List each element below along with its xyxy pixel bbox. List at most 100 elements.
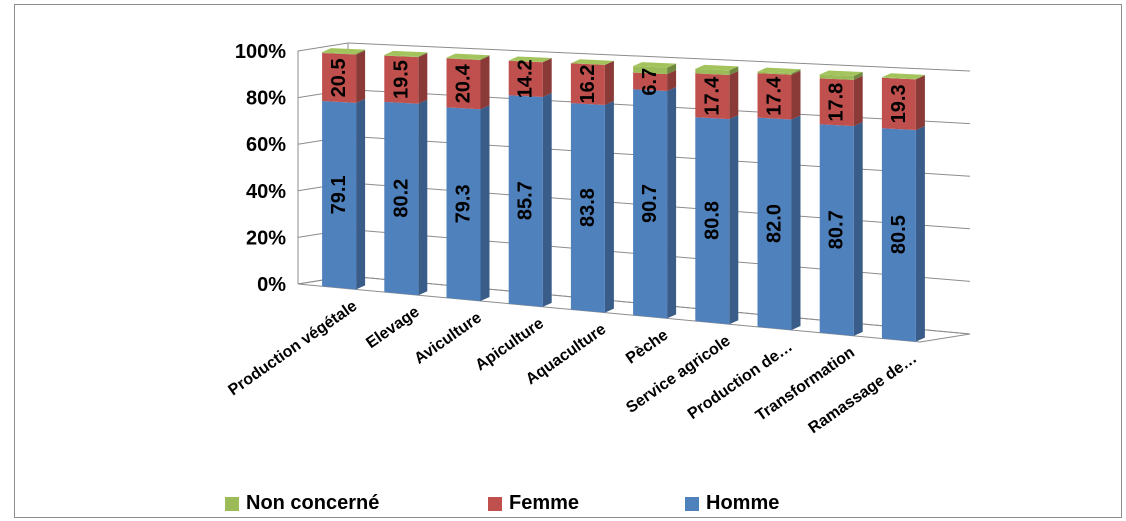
- legend: Non concerné Femme Homme: [0, 492, 1126, 520]
- data-label: 82.0: [764, 204, 786, 243]
- bar-side: [356, 50, 366, 103]
- legend-swatch-homme: [685, 496, 699, 511]
- legend-label-non-concerne: Non concerné: [246, 492, 380, 514]
- bar-top: [881, 73, 925, 79]
- bar-segment: [384, 54, 419, 58]
- bar-top: [570, 59, 614, 65]
- bar-segment: [881, 77, 916, 80]
- bar-side: [480, 55, 490, 110]
- bar-segment: [819, 78, 854, 127]
- bar-side: [480, 55, 490, 60]
- bar-segment: [322, 53, 357, 103]
- bar-segment: [570, 103, 605, 313]
- bar-side: [915, 126, 925, 342]
- bar-side: [418, 99, 428, 296]
- data-label: 90.7: [639, 184, 661, 223]
- legend-label-homme: Homme: [706, 492, 780, 514]
- bar-side: [791, 69, 801, 75]
- bar-segment: [446, 58, 481, 110]
- bar-side: [542, 58, 552, 63]
- bar-side: [667, 70, 677, 91]
- bar-side: [915, 75, 925, 131]
- y-tick-label: 40%: [246, 181, 286, 203]
- bar-side: [853, 122, 863, 336]
- data-label: 80.7: [826, 210, 848, 249]
- y-tick-label: 20%: [246, 227, 286, 249]
- bar-segment: [508, 95, 543, 307]
- bar-side: [604, 100, 614, 313]
- data-label: 80.2: [390, 179, 412, 218]
- bar-side: [542, 58, 552, 98]
- bar-top: [322, 48, 366, 54]
- bar-side: [542, 93, 552, 307]
- bar-segment: [633, 72, 668, 91]
- data-label: 20.5: [328, 58, 350, 97]
- data-label: 19.3: [888, 84, 910, 123]
- bar-segment: [757, 117, 792, 331]
- y-tick-label: 0%: [257, 274, 286, 296]
- bar-segment: [633, 66, 668, 75]
- bar-segment: [384, 55, 419, 104]
- data-label: 6.7: [639, 68, 661, 96]
- legend-item-non-concerne: Non concerné: [225, 492, 379, 515]
- bar-side: [667, 63, 677, 75]
- bar-side: [729, 66, 739, 75]
- data-label: 19.5: [390, 60, 412, 99]
- gridline-side: [297, 42, 349, 52]
- bar-segment: [695, 73, 730, 120]
- y-tick-label: 100%: [235, 41, 286, 63]
- bar-top: [695, 64, 739, 71]
- bar-side: [418, 53, 428, 104]
- bar-segment: [757, 71, 792, 75]
- bars: 79.1 20.5 Production végétale 80.2 19.5 Eleva…: [225, 48, 925, 437]
- bar-top: [633, 62, 677, 68]
- bar-top: [819, 70, 863, 77]
- bar-side: [853, 72, 863, 80]
- bar-segment: [570, 63, 605, 105]
- y-tick-label: 60%: [246, 134, 286, 156]
- bar-side: [853, 75, 863, 127]
- data-label: 80.8: [701, 201, 723, 240]
- bar-segment: [695, 68, 730, 75]
- bar-segment: [757, 73, 792, 120]
- bar-side: [729, 70, 739, 120]
- bar-segment: [384, 101, 419, 296]
- bar-segment: [695, 117, 730, 325]
- data-label: 79.1: [328, 175, 350, 214]
- data-label: 79.3: [453, 184, 475, 223]
- bar-segment: [322, 52, 357, 55]
- data-label: 17.4: [701, 76, 723, 116]
- bar-side: [791, 115, 801, 331]
- data-label: 85.7: [515, 181, 537, 220]
- chart-frame: [14, 4, 1122, 518]
- data-label: 80.5: [888, 215, 910, 254]
- bar-segment: [819, 74, 854, 80]
- bar-top: [446, 53, 490, 60]
- bar-side: [418, 52, 428, 58]
- y-tick-label: 80%: [246, 88, 286, 110]
- bar-segment: [819, 124, 854, 336]
- bar-side: [791, 70, 801, 120]
- bar-segment: [633, 89, 668, 319]
- bar-top: [384, 50, 428, 57]
- bar-top: [757, 67, 801, 74]
- bar-side: [667, 86, 677, 319]
- legend-label-femme: Femme: [509, 492, 580, 514]
- legend-swatch-non-concerne: [225, 496, 239, 511]
- data-label: 83.8: [577, 188, 599, 227]
- bar-segment: [508, 60, 543, 63]
- data-label: 16.2: [577, 65, 599, 104]
- gridline: [347, 42, 971, 72]
- bar-side: [356, 49, 366, 55]
- data-label: 17.4: [764, 76, 786, 116]
- bar-side: [356, 98, 366, 290]
- bar-side: [915, 74, 925, 80]
- bar-segment: [508, 60, 543, 98]
- bar-side: [604, 60, 614, 105]
- bar-top: [508, 56, 552, 63]
- legend-item-homme: Homme: [685, 492, 779, 515]
- bar-segment: [446, 57, 481, 60]
- bar-segment: [881, 128, 916, 342]
- x-tick-label: Production végétale: [225, 298, 360, 400]
